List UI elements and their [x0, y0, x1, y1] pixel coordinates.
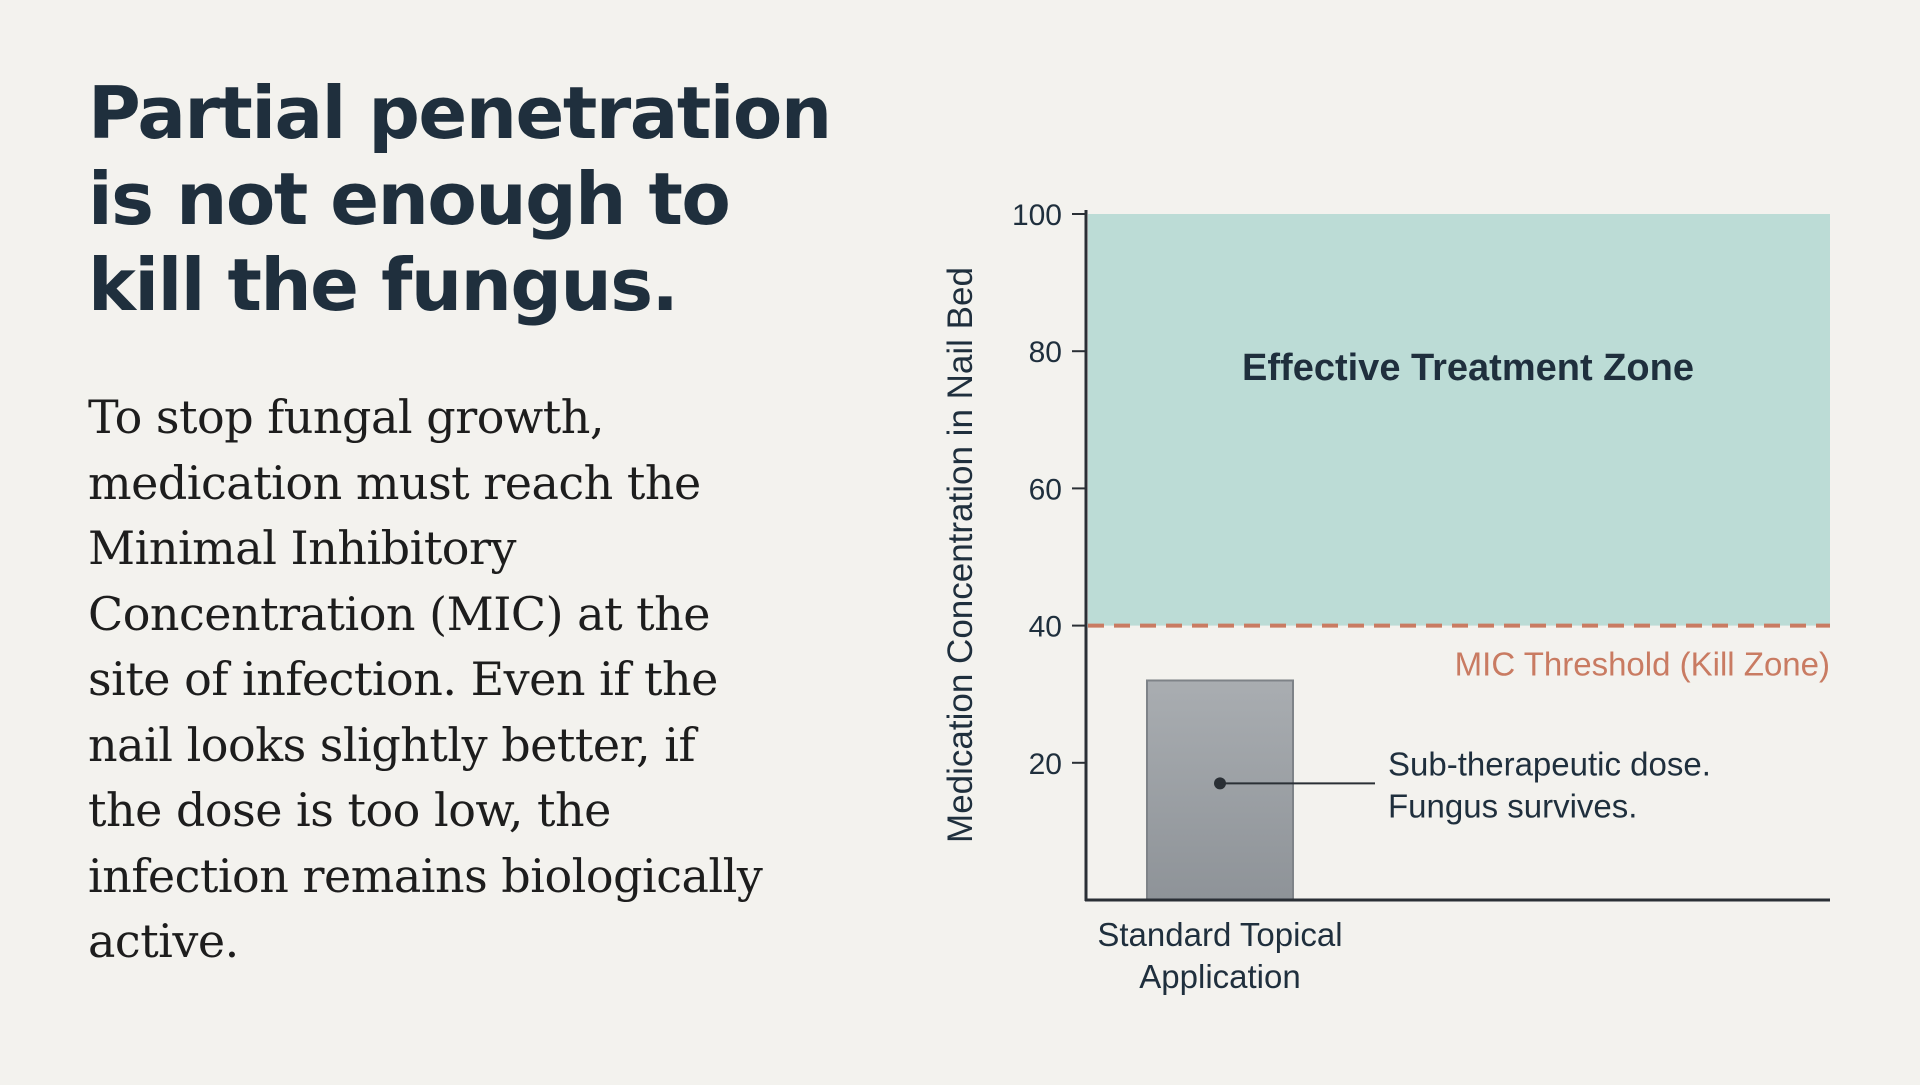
- annotation-text: Fungus survives.: [1388, 787, 1637, 824]
- body-line-8: infection remains biologically: [88, 848, 763, 903]
- x-tick-label: Standard Topical: [1097, 916, 1342, 953]
- zone-label: Effective Treatment Zone: [1242, 347, 1694, 389]
- body-line-3: Minimal Inhibitory: [88, 521, 516, 575]
- body-line-5: site of infection. Even if the: [88, 652, 718, 706]
- headline-line-3: kill the fungus.: [88, 243, 679, 327]
- y-tick-label: 80: [1029, 336, 1062, 369]
- body-line-9: active.: [88, 914, 239, 968]
- headline: Partial penetration is not enough to kil…: [88, 70, 888, 328]
- y-tick-label: 20: [1029, 748, 1062, 781]
- threshold-label: MIC Threshold (Kill Zone): [1455, 646, 1830, 683]
- x-tick-label: Application: [1139, 958, 1300, 995]
- y-tick-label: 40: [1029, 611, 1062, 644]
- body-line-2: medication must reach the: [88, 455, 701, 510]
- body-paragraph: To stop fungal growth, medication must r…: [88, 385, 848, 975]
- annotation-text: Sub-therapeutic dose.: [1388, 745, 1711, 782]
- headline-line-2: is not enough to: [88, 157, 731, 241]
- bar-standard-topical: [1146, 679, 1294, 901]
- y-tick-label: 60: [1029, 473, 1062, 506]
- body-line-6: nail looks slightly better, if: [88, 717, 696, 772]
- body-line-7: the dose is too low, the: [88, 783, 611, 837]
- y-tick-label: 100: [1012, 199, 1062, 232]
- y-axis-label: Medication Concentration in Nail Bed: [941, 267, 980, 843]
- effective-treatment-zone: [1088, 214, 1830, 626]
- headline-line-1: Partial penetration: [88, 71, 832, 155]
- body-line-1: To stop fungal growth,: [88, 390, 605, 444]
- body-line-4: Concentration (MIC) at the: [88, 586, 711, 641]
